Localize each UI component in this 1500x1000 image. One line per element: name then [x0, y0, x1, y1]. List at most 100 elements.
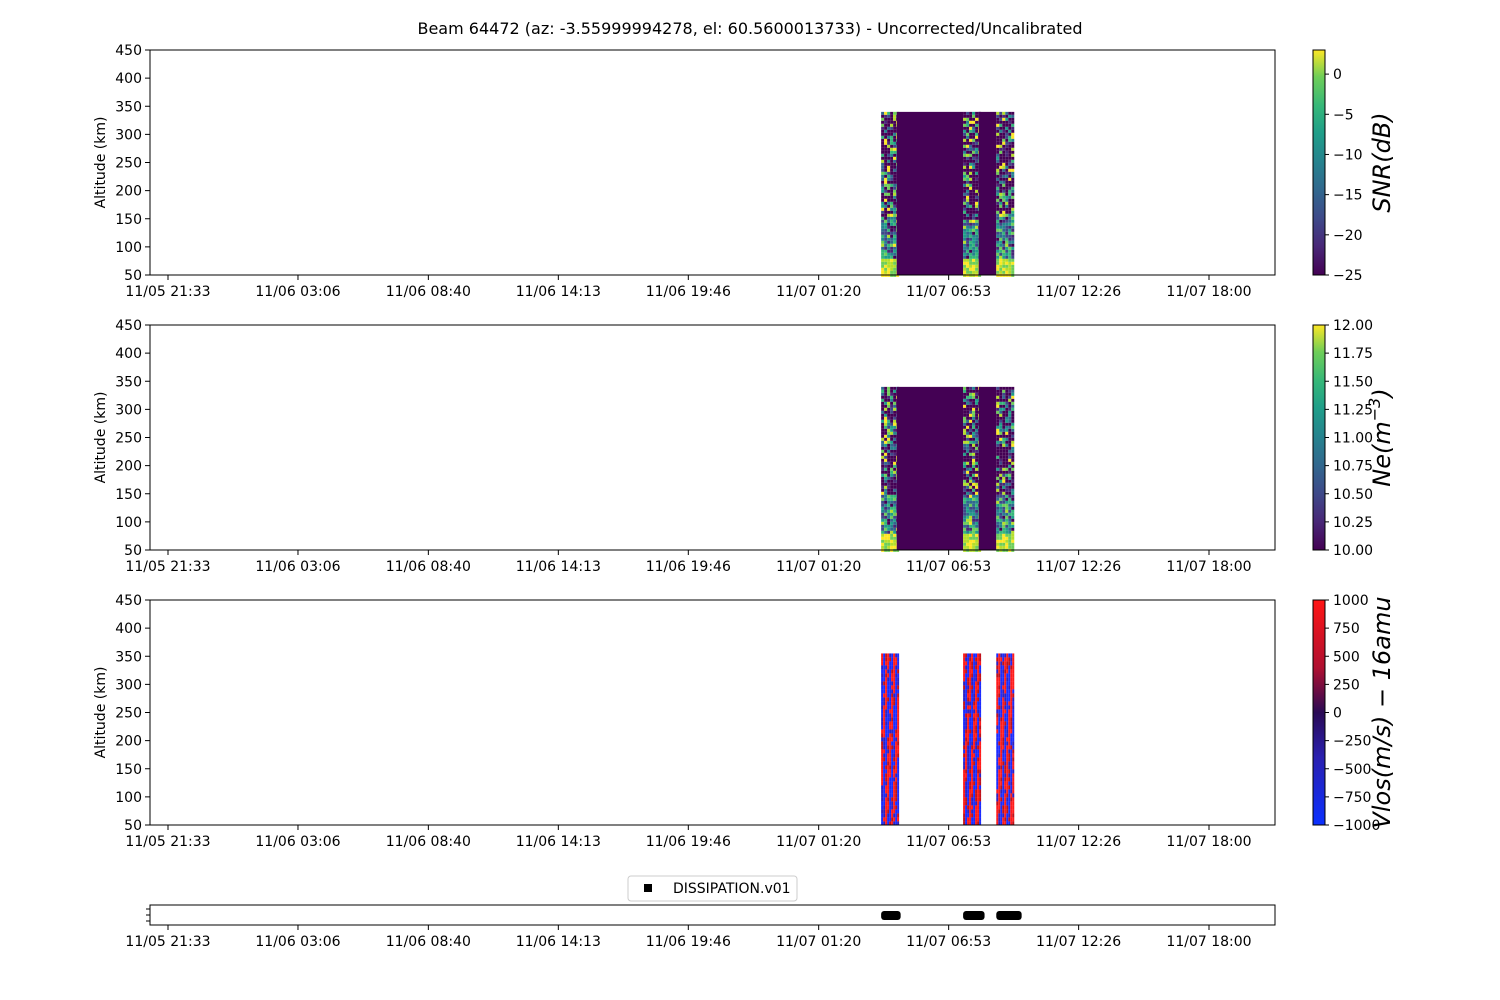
heatmap-cell — [996, 701, 999, 706]
heatmap-cell — [973, 813, 976, 818]
heatmap-cell — [891, 757, 894, 762]
heatmap-cell — [1012, 701, 1015, 706]
heatmap-cell — [1004, 709, 1007, 714]
heatmap-cell — [1011, 449, 1015, 453]
heatmap-cell — [893, 741, 896, 746]
heatmap-cell — [1000, 733, 1003, 738]
heatmap-cell — [887, 721, 890, 726]
heatmap-cell — [972, 195, 976, 199]
heatmap-cell — [881, 264, 885, 268]
heatmap-cell — [881, 721, 884, 726]
heatmap-cell — [893, 386, 897, 390]
heatmap-cell — [883, 665, 886, 670]
heatmap-cell — [891, 809, 894, 814]
heatmap-cell — [893, 757, 896, 762]
heatmap-cell — [1005, 434, 1009, 438]
heatmap-cell — [887, 141, 891, 145]
heatmap-cell — [965, 769, 968, 774]
heatmap-cell — [969, 138, 973, 142]
heatmap-cell — [1008, 392, 1012, 396]
heatmap-cell — [963, 476, 967, 480]
heatmap-cell — [884, 491, 888, 495]
heatmap-cell — [971, 677, 974, 682]
heatmap-cell — [972, 216, 976, 220]
heatmap-cell — [966, 401, 970, 405]
heatmap-cell — [973, 653, 976, 658]
heatmap-cell — [1000, 725, 1003, 730]
heatmap-cell — [887, 494, 891, 498]
heatmap-cell — [881, 497, 885, 501]
heatmap-cell — [975, 213, 979, 217]
heatmap-cell — [881, 213, 885, 217]
heatmap-cell — [885, 729, 888, 734]
heatmap-cell — [1011, 246, 1015, 250]
heatmap-cell — [893, 781, 896, 786]
heatmap-cell — [893, 729, 896, 734]
heatmap-cell — [1000, 713, 1003, 718]
heatmap-cell — [966, 192, 970, 196]
heatmap-cell — [972, 258, 976, 262]
heatmap-cell — [999, 386, 1003, 390]
heatmap-cell — [884, 207, 888, 211]
heatmap-cell — [971, 689, 974, 694]
heatmap-cell — [972, 171, 976, 175]
heatmap-cell — [1005, 156, 1009, 160]
heatmap-cell — [890, 416, 894, 420]
heatmap-cell — [887, 467, 891, 471]
heatmap-cell — [967, 821, 970, 826]
heatmap-cell — [893, 243, 897, 247]
heatmap-cell — [884, 422, 888, 426]
heatmap-cell — [963, 150, 967, 154]
heatmap-cell — [890, 267, 894, 271]
heatmap-cell — [1005, 485, 1009, 489]
heatmap-cell — [1005, 264, 1009, 268]
heatmap-cell — [1002, 123, 1006, 127]
heatmap-cell — [966, 114, 970, 118]
heatmap-cell — [893, 545, 897, 549]
heatmap-cell — [1004, 737, 1007, 742]
heatmap-cell — [887, 252, 891, 256]
heatmap-cell — [1011, 524, 1015, 528]
heatmap-cell — [1005, 135, 1009, 139]
heatmap-cell — [1008, 186, 1012, 190]
heatmap-cell — [1011, 452, 1015, 456]
heatmap-cell — [1002, 132, 1006, 136]
heatmap-cell — [965, 677, 968, 682]
heatmap-cell — [1008, 805, 1011, 810]
heatmap-cell — [975, 150, 979, 154]
heatmap-cell — [893, 150, 897, 154]
heatmap-cell — [998, 813, 1001, 818]
heatmap-cell — [1005, 120, 1009, 124]
heatmap-cell — [881, 183, 885, 187]
x-tick-label: 11/06 19:46 — [646, 559, 731, 575]
heatmap-cell — [1002, 183, 1006, 187]
heatmap-cell — [975, 777, 978, 782]
heatmap-cell — [887, 793, 890, 798]
heatmap-cell — [996, 533, 1000, 537]
heatmap-cell — [893, 219, 897, 223]
heatmap-cell — [881, 476, 885, 480]
heatmap-cell — [969, 749, 972, 754]
heatmap-cell — [1008, 132, 1012, 136]
heatmap-cell — [881, 741, 884, 746]
heatmap-cell — [998, 721, 1001, 726]
heatmap-cell — [890, 213, 894, 217]
heatmap-cell — [897, 741, 900, 746]
heatmap-cell — [1011, 207, 1015, 211]
heatmap-cell — [996, 503, 1000, 507]
x-tick-label: 11/06 19:46 — [646, 834, 731, 850]
heatmap-cell — [966, 225, 970, 229]
heatmap-cell — [972, 126, 976, 130]
heatmap-cell — [887, 126, 891, 130]
heatmap-cell — [969, 141, 973, 145]
heatmap-cell — [1005, 201, 1009, 205]
heatmap-cell — [969, 213, 973, 217]
heatmap-cell — [1011, 455, 1015, 459]
heatmap-cell — [893, 123, 897, 127]
heatmap-cell — [1000, 717, 1003, 722]
heatmap-cell — [1008, 123, 1012, 127]
y-tick-label: 300 — [115, 677, 142, 693]
heatmap-cell — [1002, 111, 1006, 115]
heatmap-cell — [884, 120, 888, 124]
heatmap-cell — [897, 777, 900, 782]
